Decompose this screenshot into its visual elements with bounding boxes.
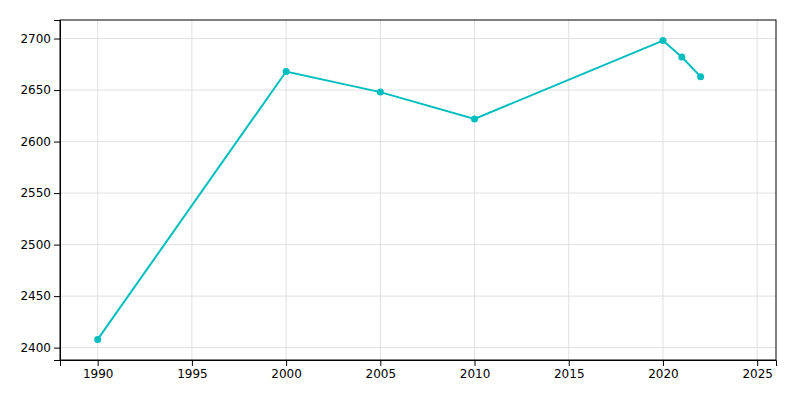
x-tick-label: 1990 xyxy=(83,367,114,381)
y-tick-mark xyxy=(54,39,60,40)
x-grid-line xyxy=(662,20,663,360)
y-tick-label: 2400 xyxy=(20,341,51,355)
x-tick-mark xyxy=(286,360,287,366)
point xyxy=(283,68,290,75)
point xyxy=(377,89,384,96)
x-tick-label: 1995 xyxy=(177,367,208,381)
point xyxy=(697,73,704,80)
y-tick: 2700 xyxy=(20,32,60,46)
grid xyxy=(60,20,776,360)
x-tick: 2020 xyxy=(648,360,679,381)
x-grid-line xyxy=(757,20,758,360)
x-axis-line xyxy=(61,361,777,367)
x-grid-line xyxy=(380,20,381,360)
x-grid-line xyxy=(474,20,475,360)
y-grid-line xyxy=(60,141,776,142)
x-tick-label: 2015 xyxy=(554,367,585,381)
y-grid-line xyxy=(60,38,776,39)
point xyxy=(659,37,666,44)
x-tick: 2015 xyxy=(554,360,585,381)
line xyxy=(98,41,701,340)
y-tick: 2450 xyxy=(20,289,60,303)
x-tick: 1990 xyxy=(83,360,114,381)
x-tick: 2010 xyxy=(460,360,491,381)
x-tick: 2000 xyxy=(271,360,302,381)
y-axis-line xyxy=(54,21,61,361)
x-tick-label: 2020 xyxy=(648,367,679,381)
y-tick-label: 2450 xyxy=(20,289,51,303)
point xyxy=(678,54,685,61)
y-tick: 2400 xyxy=(20,341,60,355)
y-tick-mark xyxy=(54,142,60,143)
point xyxy=(471,115,478,122)
chart: 1990 1995 2000 2005 2010 2015 2020 2025 2400 2450… xyxy=(0,0,800,400)
x-tick: 2025 xyxy=(742,360,773,381)
x-tick-label: 2000 xyxy=(271,367,302,381)
y-tick: 2600 xyxy=(20,135,60,149)
x-grid-line xyxy=(97,20,98,360)
y-grid-line xyxy=(60,244,776,245)
x-tick: 2005 xyxy=(366,360,397,381)
y-tick-label: 2500 xyxy=(20,238,51,252)
x-tick-label: 2010 xyxy=(460,367,491,381)
y-tick-mark xyxy=(54,348,60,349)
y-tick: 2550 xyxy=(20,186,60,200)
x-tick-mark xyxy=(475,360,476,366)
plot-frame xyxy=(60,20,776,360)
x-tick-mark xyxy=(569,360,570,366)
x-tick-mark xyxy=(663,360,664,366)
y-grid-line xyxy=(60,193,776,194)
y-tick-mark xyxy=(54,193,60,194)
y-axis: 2400 2450 2500 2550 2600 2650 2700 xyxy=(20,21,60,361)
x-grid-line xyxy=(191,20,192,360)
y-tick: 2500 xyxy=(20,238,60,252)
plot: 1990 1995 2000 2005 2010 2015 2020 2025 2400 2450… xyxy=(20,20,776,381)
x-tick-label: 2025 xyxy=(742,367,773,381)
x-tick-mark xyxy=(380,360,381,366)
y-tick-label: 2700 xyxy=(20,32,51,46)
y-grid-line xyxy=(60,347,776,348)
x-tick-label: 2005 xyxy=(366,367,397,381)
x-tick-mark xyxy=(757,360,758,366)
y-tick-mark xyxy=(54,90,60,91)
y-tick-label: 2550 xyxy=(20,186,51,200)
y-tick-mark xyxy=(54,296,60,297)
y-tick: 2650 xyxy=(20,83,60,97)
x-axis: 1990 1995 2000 2005 2010 2015 2020 2025 xyxy=(61,360,777,381)
x-grid-line xyxy=(568,20,569,360)
data xyxy=(94,37,704,343)
x-tick: 1995 xyxy=(177,360,208,381)
y-tick-mark xyxy=(54,245,60,246)
y-tick-label: 2650 xyxy=(20,83,51,97)
x-tick-mark xyxy=(98,360,99,366)
point xyxy=(94,336,101,343)
y-grid-line xyxy=(60,90,776,91)
x-tick-mark xyxy=(192,360,193,366)
y-grid-line xyxy=(60,296,776,297)
y-tick-label: 2600 xyxy=(20,135,51,149)
